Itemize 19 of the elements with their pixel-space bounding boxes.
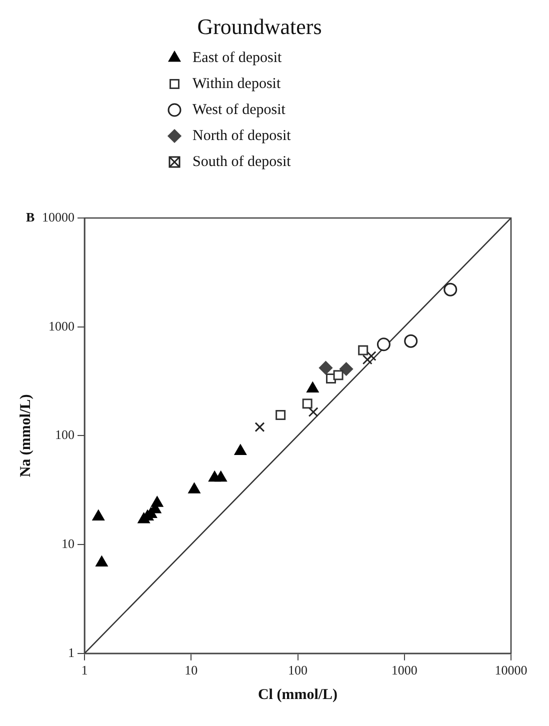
x-tick-label: 10 (184, 662, 198, 678)
y-tick-label: 10 (62, 536, 74, 551)
x-tick-label: 100 (288, 662, 308, 678)
legend-title: Groundwaters (197, 14, 322, 39)
legend-label: Within deposit (192, 76, 282, 92)
legend-label: East of deposit (192, 50, 282, 66)
x-tick-label: 1 (81, 662, 88, 678)
y-tick-label: 10000 (42, 209, 74, 224)
y-tick-label: 1 (68, 644, 74, 660)
legend-label: South of deposit (192, 154, 292, 170)
x-axis-title: Cl (mmol/L) (258, 686, 338, 703)
legend-label: West of deposit (192, 102, 286, 118)
x-tick-label: 10000 (494, 662, 528, 678)
x-tick-label: 1000 (391, 662, 418, 678)
legend-label: North of deposit (192, 128, 292, 144)
y-axis-title: Na (mmol/L) (18, 394, 34, 478)
text: B (26, 209, 35, 224)
y-tick-label: 1000 (48, 318, 74, 334)
y-tick-label: 100 (55, 427, 74, 442)
